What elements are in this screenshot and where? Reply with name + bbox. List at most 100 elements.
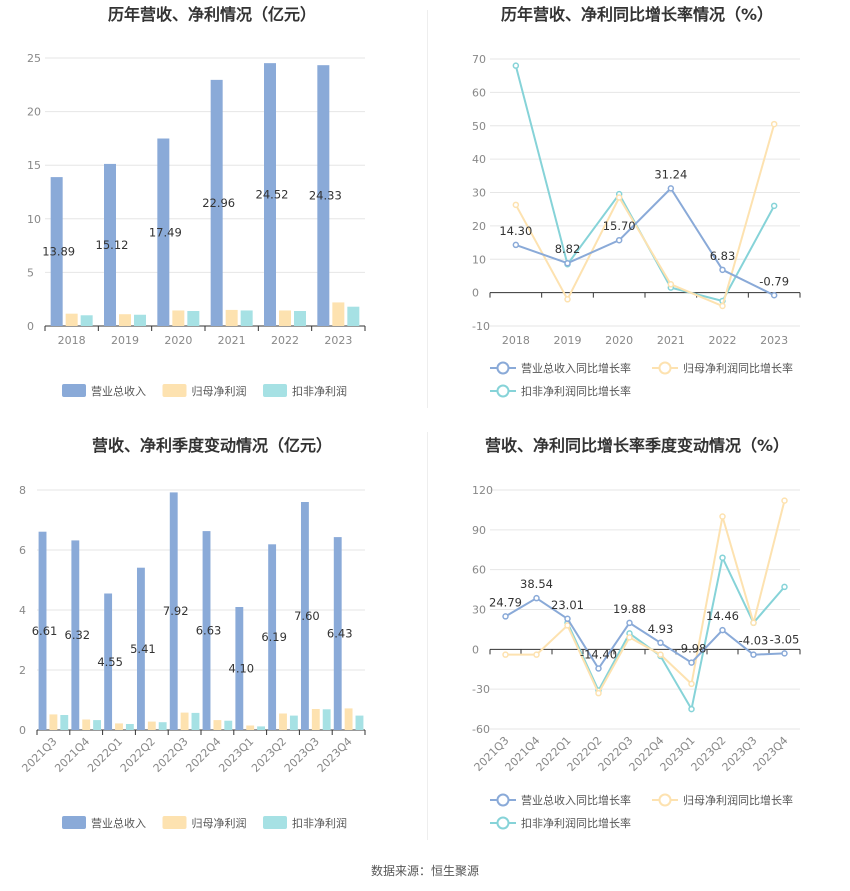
bar-deducted-profit: [347, 306, 360, 326]
series-line-deducted-profit-growth: [514, 65, 776, 303]
chart-title: 历年营收、净利情况（亿元）: [108, 5, 316, 24]
series-line-net-profit-growth: [514, 123, 776, 308]
bar-deducted-profit: [257, 726, 266, 730]
bar-deducted-profit: [80, 315, 93, 326]
y-tick-label: 30: [472, 187, 486, 200]
bar-revenue: [264, 63, 276, 326]
data-label: 15.70: [603, 219, 636, 233]
bar-net-profit: [213, 720, 222, 730]
x-tick-label: 2021: [218, 334, 246, 347]
data-point: [667, 185, 675, 192]
y-tick-label: 6: [19, 544, 26, 557]
data-label: 31.24: [654, 167, 687, 181]
x-tick-label: 2022Q1: [85, 735, 125, 775]
legend-label: 扣非净利润: [292, 816, 347, 830]
x-tick-label: 2022Q4: [183, 735, 223, 775]
data-point: [512, 241, 520, 249]
bar-revenue: [210, 79, 223, 326]
x-tick-label: 2023Q2: [249, 735, 289, 775]
y-tick-label: 60: [472, 564, 486, 577]
legend-label: 归母净利润: [192, 384, 247, 398]
data-point: [595, 665, 602, 672]
data-point: [595, 689, 602, 697]
legend-label: 营业总收入: [91, 384, 146, 398]
panel-divider-top: [427, 10, 428, 408]
series-line-net-profit-growth: [505, 500, 786, 696]
y-tick-label: 10: [27, 213, 41, 226]
legend-swatch: [62, 816, 86, 829]
bar-net-profit: [82, 719, 91, 730]
data-label: 13.89: [42, 245, 75, 259]
data-label: 23.01: [551, 598, 584, 612]
bar-revenue: [104, 593, 113, 730]
legend-swatch-marker: [658, 361, 672, 375]
data-label: -0.79: [759, 274, 789, 288]
data-label: 4.55: [97, 655, 123, 669]
data-label: 15.12: [96, 238, 129, 252]
y-tick-label: 30: [472, 604, 486, 617]
bar-revenue: [317, 65, 330, 326]
bar-net-profit: [344, 708, 353, 730]
x-tick-label: 2021Q4: [52, 735, 92, 775]
bar-deducted-profit: [191, 712, 200, 730]
data-label: 4.93: [648, 622, 674, 636]
data-point: [750, 651, 757, 658]
data-label: 6.61: [32, 624, 58, 638]
data-label: 7.92: [163, 604, 189, 618]
data-label: 6.63: [196, 624, 222, 638]
data-point: [615, 236, 623, 244]
bar-net-profit: [332, 302, 345, 326]
y-tick-label: 0: [19, 724, 26, 737]
bar-net-profit: [147, 721, 156, 730]
data-point: [719, 554, 726, 561]
data-point: [615, 194, 623, 201]
chart-annual-growth: 历年营收、净利同比增长率情况（%） -10 0 10 20 30 40 50 60 70 14.30…: [425, 0, 850, 430]
y-tick-label: 20: [472, 220, 486, 233]
data-point: [719, 626, 726, 634]
legend-label: 归母净利润: [192, 816, 247, 830]
chart-svg-quarterly-line: 营收、净利同比增长率季度变动情况（%） -60 -30 0 30 60 90 120 24.79…: [472, 436, 801, 830]
y-tick-label: 60: [472, 86, 486, 99]
bar-revenue: [169, 492, 178, 730]
chart-svg-annual-bar: 历年营收、净利情况（亿元） 0 5 10 15 20 25 13.89 15.12 17.49 22…: [27, 5, 366, 398]
legend-swatch: [62, 384, 86, 397]
legend-swatch: [162, 816, 187, 829]
bar-deducted-profit: [158, 722, 167, 730]
chart-title: 营收、净利同比增长率季度变动情况（%）: [485, 436, 789, 455]
x-tick-label: 2021: [657, 334, 685, 347]
data-point: [626, 619, 633, 627]
data-point: [564, 622, 571, 629]
y-tick-label: -10: [472, 320, 490, 333]
data-point: [781, 497, 788, 504]
bar-revenue: [235, 607, 244, 730]
chart-quarterly-growth: 营收、净利同比增长率季度变动情况（%） -60 -30 0 30 60 90 120 24.79…: [425, 430, 850, 860]
data-point: [657, 639, 664, 647]
bar-deducted-profit: [355, 715, 364, 730]
data-label: 24.52: [256, 188, 289, 202]
data-label: -3.05: [770, 632, 800, 646]
x-tick-label: 2019: [111, 334, 139, 347]
bar-revenue: [136, 567, 145, 730]
y-tick-label: 5: [27, 266, 34, 279]
bar-revenue: [157, 138, 170, 326]
data-point: [770, 292, 778, 299]
x-tick-label: 2023Q3: [282, 735, 322, 775]
bar-deducted-profit: [322, 709, 331, 730]
data-label: 4.10: [229, 662, 255, 676]
data-label: 19.88: [613, 602, 646, 616]
legend-label: 营业总收入: [91, 816, 146, 830]
data-point: [564, 259, 571, 267]
data-point: [719, 513, 726, 520]
data-point: [688, 659, 695, 666]
y-tick-label: 40: [472, 153, 486, 166]
bar-net-profit: [115, 723, 123, 730]
bar-net-profit: [225, 309, 238, 326]
data-label: -9.98: [677, 642, 707, 656]
x-tick-label: 2023: [760, 334, 788, 347]
data-point: [502, 613, 509, 620]
y-tick-label: 0: [27, 320, 34, 333]
legend-swatch-marker: [658, 793, 672, 807]
bar-deducted-profit: [125, 724, 134, 730]
x-tick-label: 2021Q3: [19, 735, 59, 775]
data-source: 数据来源：恒生聚源: [370, 864, 479, 878]
